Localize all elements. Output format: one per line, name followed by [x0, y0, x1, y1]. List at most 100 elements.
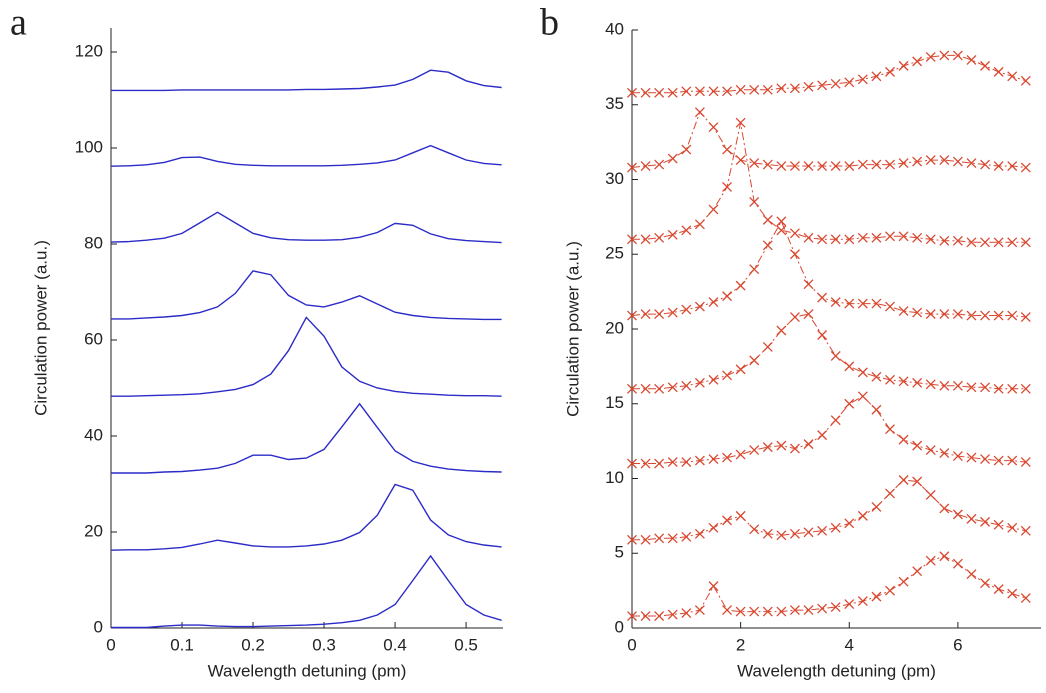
x-marker	[722, 86, 733, 97]
x-marker	[640, 87, 651, 98]
x-marker	[1020, 162, 1031, 173]
x-marker	[708, 374, 719, 385]
x-marker	[708, 454, 719, 465]
x-marker	[722, 182, 733, 192]
x-marker	[898, 60, 909, 71]
x-marker	[694, 107, 705, 118]
x-marker	[885, 301, 895, 312]
x-marker	[667, 382, 678, 393]
x-marker	[980, 454, 991, 465]
x-marker	[1007, 522, 1018, 533]
x-marker	[735, 280, 746, 291]
x-marker	[966, 513, 977, 524]
x-axis-label: Wavelength detuning (pm)	[208, 661, 407, 680]
series-line	[111, 402, 502, 474]
x-marker	[654, 383, 665, 394]
x-marker	[966, 382, 977, 393]
x-marker	[939, 235, 950, 246]
x-marker	[722, 515, 733, 526]
x-tick-label: 0.2	[241, 635, 265, 654]
y-tick-label: 35	[605, 94, 624, 113]
x-tick-label: 0.4	[383, 635, 407, 654]
x-marker	[762, 606, 773, 617]
x-marker	[776, 225, 787, 236]
x-marker	[898, 231, 909, 242]
x-marker	[654, 309, 665, 320]
x-marker	[871, 404, 882, 415]
x-marker	[708, 297, 719, 308]
x-tick-label: 4	[845, 635, 854, 654]
x-marker	[667, 307, 678, 318]
x-marker	[993, 455, 1004, 466]
x-marker	[980, 310, 991, 321]
x-marker	[762, 528, 773, 539]
series-line	[632, 555, 1026, 617]
x-marker	[749, 606, 760, 617]
x-marker	[789, 83, 800, 94]
x-tick-label: 6	[953, 635, 962, 654]
x-marker	[735, 84, 746, 95]
x-marker	[667, 457, 678, 468]
x-marker	[708, 522, 719, 533]
x-marker	[898, 434, 909, 445]
x-marker	[749, 158, 760, 169]
x-marker	[789, 312, 800, 322]
x-tick-label: 0	[627, 635, 636, 654]
x-marker	[830, 161, 841, 172]
y-tick-label: 25	[605, 244, 624, 263]
x-marker	[871, 371, 882, 382]
x-marker	[789, 528, 800, 539]
x-marker	[830, 350, 841, 361]
x-marker	[681, 144, 692, 155]
x-marker	[939, 448, 950, 459]
x-marker	[762, 442, 773, 453]
x-marker	[667, 229, 678, 240]
x-marker	[694, 528, 705, 539]
series-line	[632, 395, 1026, 464]
x-marker	[912, 156, 923, 167]
x-marker	[667, 153, 678, 164]
x-marker	[694, 605, 705, 616]
y-tick-label: 5	[615, 543, 624, 562]
x-marker	[654, 458, 665, 469]
x-marker	[925, 51, 936, 62]
x-marker	[776, 161, 787, 172]
x-marker	[939, 155, 950, 166]
x-marker	[844, 398, 855, 409]
x-tick-label: 0.5	[454, 635, 478, 654]
x-marker	[898, 376, 909, 387]
x-marker	[898, 576, 909, 587]
x-marker	[681, 531, 692, 542]
x-marker	[993, 519, 1004, 530]
x-tick-label: 0	[106, 635, 115, 654]
x-marker	[898, 158, 909, 169]
x-marker	[627, 458, 637, 469]
y-tick-label: 60	[84, 329, 103, 348]
series-line	[111, 316, 502, 397]
x-marker	[735, 155, 746, 166]
x-marker	[817, 161, 828, 172]
x-marker	[1020, 525, 1031, 536]
x-marker	[1020, 457, 1031, 468]
x-marker	[803, 527, 814, 538]
x-marker	[1007, 383, 1018, 394]
x-marker	[817, 525, 828, 536]
x-marker	[993, 161, 1004, 172]
x-marker	[817, 603, 828, 614]
x-marker	[830, 415, 841, 426]
x-marker	[952, 156, 963, 167]
x-marker	[694, 377, 705, 388]
series-line	[632, 313, 1026, 390]
x-marker	[667, 87, 678, 98]
x-marker	[912, 476, 923, 487]
series-line	[632, 122, 1026, 243]
x-marker	[871, 159, 882, 170]
x-marker	[844, 234, 855, 245]
y-tick-label: 40	[605, 19, 624, 38]
x-marker	[966, 237, 977, 248]
x-marker	[871, 71, 882, 82]
x-marker	[694, 86, 705, 97]
x-marker	[817, 292, 828, 303]
x-marker	[694, 219, 705, 230]
x-marker	[789, 228, 800, 239]
